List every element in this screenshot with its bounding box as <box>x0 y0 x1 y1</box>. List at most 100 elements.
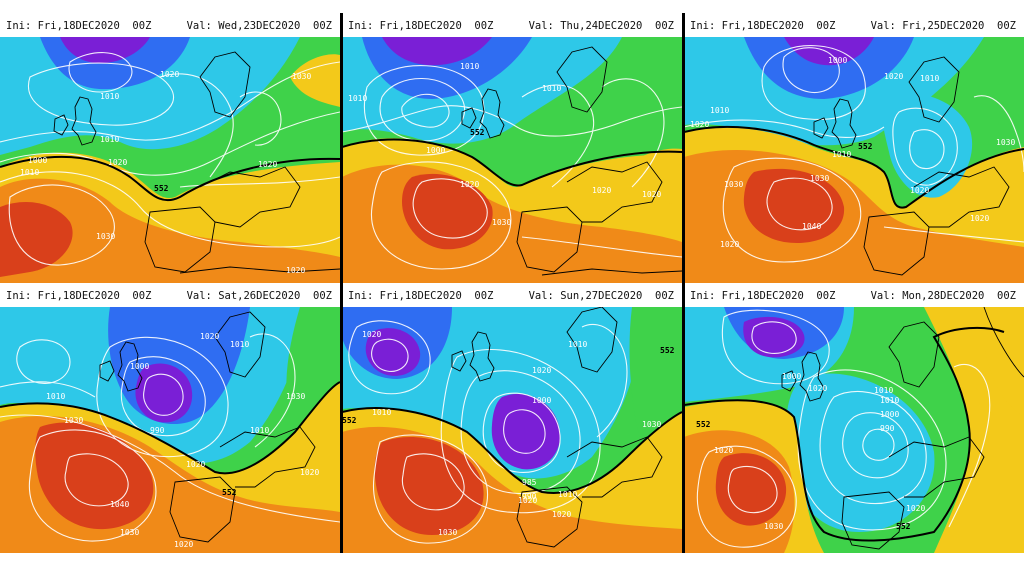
isobar-label: 1030 <box>764 522 783 531</box>
isobar <box>782 47 840 94</box>
isobar-label: 1020 <box>884 72 903 81</box>
low-core <box>491 393 561 470</box>
isobar-label: 1010 <box>568 340 587 349</box>
coastline-scandinavia <box>566 307 618 373</box>
green-zone-central <box>786 373 935 532</box>
coastline-ireland <box>781 370 797 392</box>
coastline-ireland <box>461 107 477 129</box>
geopotential-label: 552 <box>896 522 911 531</box>
isobar-labels: 1020 1010 1020 1000 1010 552 552 985 990 1010 1020… <box>342 330 675 537</box>
coastline-iceland-arc <box>983 307 1024 378</box>
coastline-scandinavia <box>888 321 940 388</box>
isobar <box>842 412 909 479</box>
isobars <box>342 65 682 270</box>
high-core <box>743 168 845 243</box>
coastlines <box>451 307 663 548</box>
isobar <box>143 373 184 416</box>
isobars <box>0 52 340 266</box>
isobar <box>16 339 71 384</box>
coastline-ireland <box>99 360 115 382</box>
geopotential-label: 552 <box>342 416 357 425</box>
init-time-label: Ini: Fri,18DEC2020 00Z <box>6 290 152 302</box>
isobar-label: 1040 <box>802 222 821 231</box>
high-core <box>402 173 493 250</box>
high-core <box>35 422 154 530</box>
panel-divider <box>340 13 343 553</box>
panel-header: Ini: Fri,18DEC2020 00Z Val: Sun,27DEC202… <box>342 283 682 307</box>
isobar <box>28 429 157 542</box>
isobar-label: 1010 <box>372 408 391 417</box>
isobar <box>348 320 431 395</box>
isobar-label: 1020 <box>160 70 179 79</box>
isobar-label: 1020 <box>720 240 739 249</box>
forecast-panel-6: Ini: Fri,18DEC2020 00Z Val: Mon,28DEC202… <box>684 283 1024 553</box>
isobar-label: 1030 <box>724 180 743 189</box>
coastline-africa <box>179 266 340 274</box>
isobar-label: 1020 <box>910 186 929 195</box>
isobar <box>862 428 895 461</box>
cold-core <box>744 37 914 99</box>
isobar <box>601 78 665 188</box>
isobar <box>372 434 489 544</box>
isobar-label: 985 <box>522 478 537 487</box>
geopotential-label: 552 <box>858 142 873 151</box>
hot-airmass <box>0 178 340 283</box>
isobar <box>64 453 129 507</box>
coastlines <box>461 46 682 276</box>
isobar <box>401 453 465 511</box>
isobar-label: 1010 <box>880 396 899 405</box>
isobar <box>0 111 340 176</box>
coastline-iberia <box>169 476 236 543</box>
valid-time-label: Val: Mon,28DEC2020 00Z <box>870 290 1016 302</box>
isobars <box>0 333 340 542</box>
coastline-britain <box>71 96 97 146</box>
pressure-map: 1010 1020 1010 1020 1030 1000 1010 1020 552 1030 1… <box>0 37 340 283</box>
valid-time-label: Val: Sun,27DEC2020 00Z <box>528 290 674 302</box>
coastline-europe <box>199 166 301 228</box>
isobar-label: 1010 <box>348 94 367 103</box>
pressure-map: 1000 1010 1020 1010 1000 990 552 552 1020 1030 102… <box>684 307 1024 553</box>
coastline-scandinavia <box>214 311 266 378</box>
isobar-label: 1020 <box>300 468 319 477</box>
isobar-label: 1030 <box>292 72 311 81</box>
init-time-label: Ini: Fri,18DEC2020 00Z <box>690 20 836 32</box>
low-core <box>60 37 150 64</box>
isobar-label: 1030 <box>642 420 661 429</box>
low-core <box>135 363 193 423</box>
pressure-map: 1020 1010 1000 1010 1030 990 1010 1030 1020 1020 1… <box>0 307 340 553</box>
isobar-label: 990 <box>150 426 165 435</box>
isobar <box>482 392 561 473</box>
isobar <box>159 73 234 178</box>
isobar <box>379 78 466 142</box>
coastline-africa <box>541 268 682 276</box>
isobar <box>120 356 206 437</box>
high-core <box>715 453 787 526</box>
coastlines <box>53 51 340 274</box>
coastline-scandinavia <box>908 56 960 123</box>
geopotential-label: 552 <box>660 346 675 355</box>
isobar <box>761 45 866 120</box>
isobar-label: 1010 <box>920 74 939 83</box>
panel-header: Ini: Fri,18DEC2020 00Z Val: Fri,25DEC202… <box>684 13 1024 37</box>
coastlines <box>813 56 1010 276</box>
init-time-label: Ini: Fri,18DEC2020 00Z <box>690 290 836 302</box>
isobar-label: 1000 <box>532 396 551 405</box>
panel-header: Ini: Fri,18DEC2020 00Z Val: Thu,24DEC202… <box>342 13 682 37</box>
coastline-europe <box>566 436 663 498</box>
isobar-label: 1010 <box>250 426 269 435</box>
forecast-panel-3: Ini: Fri,18DEC2020 00Z Val: Fri,25DEC202… <box>684 13 1024 283</box>
geopotential-552-line <box>0 156 340 202</box>
init-time-label: Ini: Fri,18DEC2020 00Z <box>348 290 494 302</box>
isobar-label: 1030 <box>810 174 829 183</box>
warm-tongue-ne <box>627 148 682 207</box>
geopotential-label: 552 <box>696 420 711 429</box>
isobar <box>27 62 175 126</box>
isobar <box>521 236 682 258</box>
isobar <box>503 409 546 454</box>
isobar <box>401 93 450 128</box>
forecast-panel-4: Ini: Fri,18DEC2020 00Z Val: Sat,26DEC202… <box>0 283 340 553</box>
isobar <box>460 370 581 495</box>
isobar-label: 1010 <box>460 62 479 71</box>
isobar <box>0 61 340 143</box>
pressure-map: 1020 1010 1020 1000 1010 552 552 985 990 1010 1020… <box>342 307 682 553</box>
